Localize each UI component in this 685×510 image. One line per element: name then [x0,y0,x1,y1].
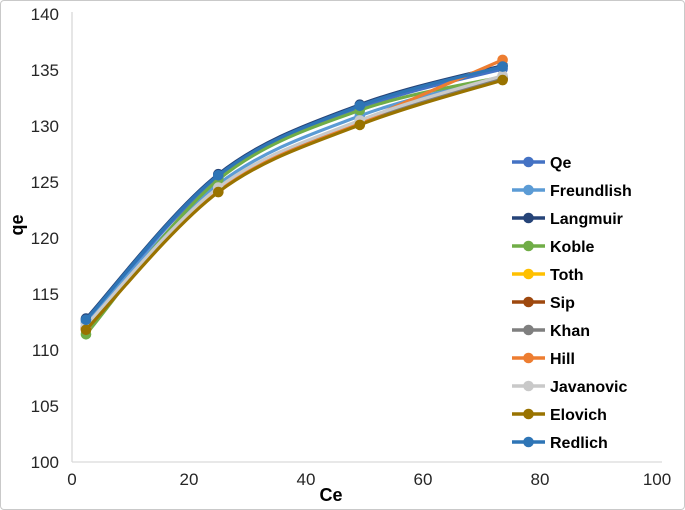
series-line [84,67,505,323]
legend-item-sip: Sip [512,295,575,312]
data-point-marker [213,186,224,198]
legend-label: Toth [550,267,583,284]
series-line [84,77,505,331]
legend-label: Khan [550,323,590,340]
series-langmuir [80,60,508,324]
series-line [84,76,505,329]
y-axis-tick-label: 140 [31,5,59,24]
data-point-marker [80,324,92,336]
series-line [84,65,505,322]
y-axis-tick-label: 120 [31,229,59,248]
legend-marker-icon [523,324,534,336]
series-elovich [80,74,508,336]
legend-item-qe: Qe [512,155,571,172]
y-axis-tick-label: 110 [32,341,59,360]
series-javanovic [80,70,508,331]
series-line [84,58,505,330]
legend-label: Koble [550,239,595,256]
legend: Qe Freundlish Langmuir Koble Toth Sip Khan Hill… [512,155,632,452]
series-freundlish [80,71,508,329]
y-axis-tick-label: 125 [31,173,59,192]
x-axis-tick-label: 0 [67,470,76,489]
legend-label: Langmuir [550,211,623,228]
legend-marker-icon [523,352,534,364]
series-line [84,75,505,336]
legend-item-toth: Toth [512,267,583,284]
legend-item-khan: Khan [512,323,590,340]
legend-marker-icon [523,380,534,392]
series-sip [80,73,508,335]
series-toth [80,73,508,335]
legend-marker-icon [523,156,534,168]
series-koble [80,71,508,340]
x-axis-tick-label: 80 [531,470,550,489]
legend-marker-icon [523,408,534,420]
series-line [84,78,505,332]
data-point-marker [497,61,508,72]
series-line [84,77,505,331]
series-qe [80,63,508,327]
data-point-marker [213,170,224,181]
legend-item-langmuir: Langmuir [512,211,623,228]
legend-marker-icon [523,268,534,280]
legend-item-koble: Koble [512,239,595,256]
y-axis-tick-label: 130 [31,117,59,136]
legend-label: Freundlish [550,183,632,200]
series-line [84,63,505,321]
legend-label: Sip [550,295,575,312]
legend-label: Hill [550,351,575,368]
y-axis-tick-label: 135 [31,61,59,80]
legend-marker-icon [523,436,534,448]
legend-marker-icon [523,184,534,196]
series-redlich [80,61,508,326]
legend-item-javanovic: Javanovic [512,379,627,396]
x-axis-title: Ce [319,485,343,505]
y-axis-tick-label: 105 [31,397,59,416]
legend-item-hill: Hill [512,351,575,368]
series-line [84,74,505,327]
data-point-marker [354,100,366,112]
data-point-marker [80,314,92,326]
legend-marker-icon [523,212,534,224]
data-point-marker [354,119,366,131]
legend-item-redlich: Redlich [512,435,608,452]
legend-marker-icon [523,296,534,308]
legend-label: Javanovic [550,379,627,396]
legend-item-freundlish: Freundlish [512,183,632,200]
series-line [84,75,505,325]
legend-label: Qe [550,155,571,172]
x-axis-tick-label: 20 [180,470,199,489]
x-axis-tick-label: 100 [643,470,671,489]
legend-marker-icon [523,240,534,252]
legend-label: Elovich [550,407,607,424]
y-axis-tick-label: 115 [32,285,59,304]
y-axis-tick-label: 100 [31,453,59,472]
x-axis-tick-label: 40 [297,470,316,489]
legend-item-elovich: Elovich [512,407,607,424]
x-axis-tick-label: 60 [414,470,433,489]
data-point-marker [497,74,508,86]
y-axis-title: qe [7,214,27,236]
series-khan [80,72,508,332]
legend-label: Redlich [550,435,608,452]
